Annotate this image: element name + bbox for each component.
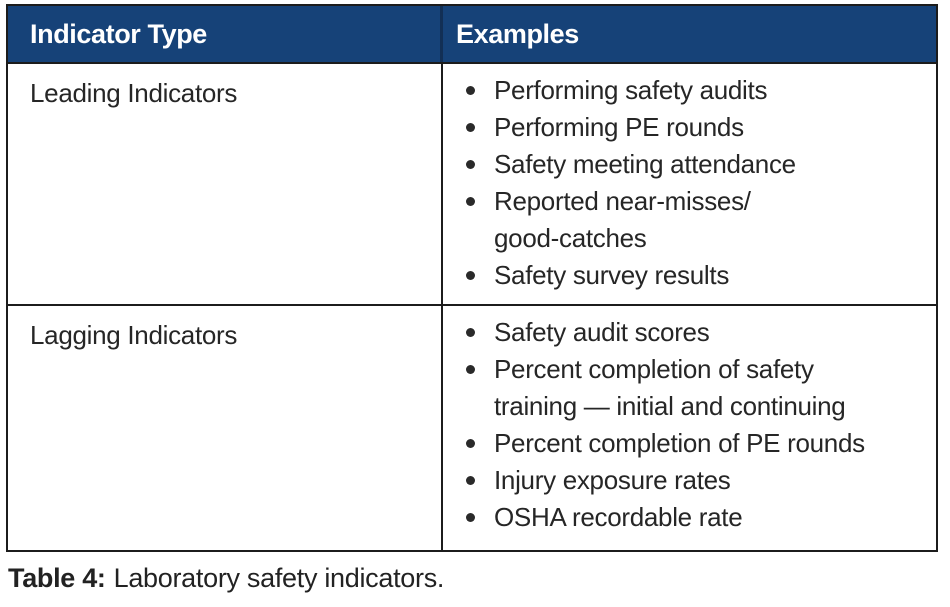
bullet-icon xyxy=(466,197,475,206)
safety-indicators-table: Indicator Type Examples Leading Indicato… xyxy=(6,4,938,552)
table-caption: Table 4: Laboratory safety indicators. xyxy=(8,563,950,594)
caption-text: Laboratory safety indicators. xyxy=(113,563,445,593)
indicator-type-cell: Lagging Indicators xyxy=(8,306,443,550)
list-item: Performing PE rounds xyxy=(443,109,936,146)
list-item-text: Performing PE rounds xyxy=(494,112,744,142)
list-item-text: Percent completion of PE rounds xyxy=(494,428,865,458)
list-item: Reported near-misses/ good-catches xyxy=(443,183,936,257)
indicator-type-cell: Leading Indicators xyxy=(8,64,443,304)
table-header-row: Indicator Type Examples xyxy=(8,6,936,64)
list-item: Percent completion of PE rounds xyxy=(443,425,936,462)
list-item-text: Safety audit scores xyxy=(494,317,710,347)
bullet-icon xyxy=(466,513,475,522)
caption-label: Table 4: xyxy=(8,563,106,593)
list-item-text: OSHA recordable rate xyxy=(494,502,743,532)
table-row-leading: Leading Indicators Performing safety aud… xyxy=(8,64,936,306)
list-item-text: Reported near-misses/ xyxy=(494,186,751,216)
list-item-text: Percent completion of safety xyxy=(494,354,814,384)
list-item-text: good-catches xyxy=(494,223,647,253)
examples-list: Safety audit scores Percent completion o… xyxy=(443,314,936,536)
list-item: Safety survey results xyxy=(443,257,936,294)
list-item: Performing safety audits xyxy=(443,72,936,109)
header-examples: Examples xyxy=(456,19,579,49)
table-figure: Indicator Type Examples Leading Indicato… xyxy=(6,4,950,594)
bullet-icon xyxy=(466,123,475,132)
list-item-text: Performing safety audits xyxy=(494,75,768,105)
list-item-text: training — initial and continuing xyxy=(494,391,846,421)
header-indicator-type: Indicator Type xyxy=(8,6,443,62)
list-item: Injury exposure rates xyxy=(443,462,936,499)
list-item-text: Injury exposure rates xyxy=(494,465,731,495)
bullet-icon xyxy=(466,439,475,448)
bullet-icon xyxy=(466,476,475,485)
examples-cell: Performing safety audits Performing PE r… xyxy=(443,64,936,304)
list-item: OSHA recordable rate xyxy=(443,499,936,536)
list-item-text: Safety survey results xyxy=(494,260,730,290)
bullet-icon xyxy=(466,86,475,95)
list-item: Safety meeting attendance xyxy=(443,146,936,183)
list-item-text: Safety meeting attendance xyxy=(494,149,796,179)
bullet-icon xyxy=(466,328,475,337)
examples-list: Performing safety audits Performing PE r… xyxy=(443,72,936,294)
bullet-icon xyxy=(466,160,475,169)
examples-cell: Safety audit scores Percent completion o… xyxy=(443,306,936,550)
table-row-lagging: Lagging Indicators Safety audit scores P… xyxy=(8,306,936,550)
list-item: Safety audit scores xyxy=(443,314,936,351)
bullet-icon xyxy=(466,365,475,374)
list-item: Percent completion of safety training — … xyxy=(443,351,936,425)
bullet-icon xyxy=(466,271,475,280)
